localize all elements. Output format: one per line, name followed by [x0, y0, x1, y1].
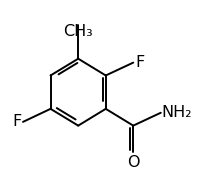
Text: CH₃: CH₃: [63, 24, 93, 39]
Text: F: F: [12, 114, 21, 129]
Text: O: O: [127, 155, 140, 170]
Text: NH₂: NH₂: [162, 105, 192, 120]
Text: F: F: [135, 55, 144, 70]
